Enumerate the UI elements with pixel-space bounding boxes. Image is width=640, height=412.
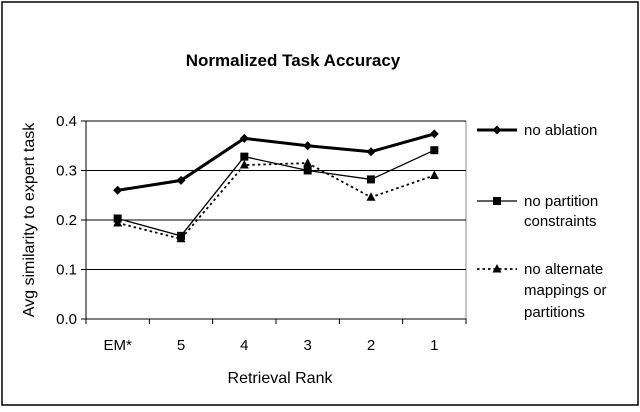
- data-point: [429, 129, 439, 139]
- legend-label: mappings or: [524, 282, 607, 299]
- legend-label: no ablation: [524, 122, 597, 139]
- data-point: [303, 166, 312, 175]
- x-tick-label: 3: [303, 337, 311, 354]
- data-point: [176, 233, 186, 243]
- x-tick-label: 2: [367, 337, 375, 354]
- x-tick-label: 4: [240, 337, 248, 354]
- chart-border: [1, 1, 639, 406]
- x-tick-label: EM*: [103, 337, 132, 354]
- y-tick-label: 0.1: [56, 262, 77, 279]
- y-tick-label: 0.0: [56, 311, 77, 328]
- legend-marker: [492, 264, 502, 273]
- legend-label: constraints: [524, 213, 597, 230]
- data-point: [430, 146, 439, 155]
- data-point: [367, 175, 375, 184]
- data-point: [113, 185, 123, 195]
- x-tick-label: 5: [177, 337, 185, 354]
- series-3: [113, 158, 439, 243]
- y-axis-title: Avg similarity to expert task: [21, 122, 38, 317]
- legend-item-1: no ablation: [477, 122, 597, 139]
- data-point: [366, 147, 376, 157]
- legend-label: no partition: [524, 193, 598, 210]
- legend-item-3: no alternate mappings or partitions: [477, 261, 607, 321]
- data-point: [239, 160, 249, 169]
- grid-layer: [86, 120, 466, 270]
- x-tick-label: 1: [430, 337, 438, 354]
- data-point: [176, 175, 186, 185]
- data-point: [239, 133, 249, 143]
- data-point: [303, 158, 313, 167]
- data-point: [429, 170, 439, 179]
- chart-title: Normalized Task Accuracy: [186, 51, 401, 70]
- legend-label: partitions: [524, 304, 585, 321]
- series-line: [117, 132, 435, 192]
- series-layer: [113, 129, 439, 243]
- legend-marker: [492, 125, 502, 135]
- legend: no ablation no partition constraints no alt…: [477, 122, 607, 321]
- legend-label: no alternate: [524, 261, 603, 278]
- series-1: [113, 129, 439, 195]
- y-tick-label: 0.4: [56, 113, 77, 130]
- legend-item-2: no partition constraints: [477, 193, 598, 230]
- x-axis-title: Retrieval Rank: [228, 370, 334, 387]
- data-point: [303, 141, 313, 151]
- legend-marker: [493, 197, 501, 205]
- series-line: [117, 162, 435, 240]
- data-point: [113, 217, 123, 227]
- axis-layer: 0.0 0.1 0.2 0.3 0.4 EM* 5 4 3 2 1: [56, 113, 467, 354]
- y-tick-label: 0.3: [56, 163, 77, 180]
- data-point: [366, 192, 376, 201]
- data-point: [240, 152, 249, 161]
- y-tick-label: 0.2: [56, 212, 77, 229]
